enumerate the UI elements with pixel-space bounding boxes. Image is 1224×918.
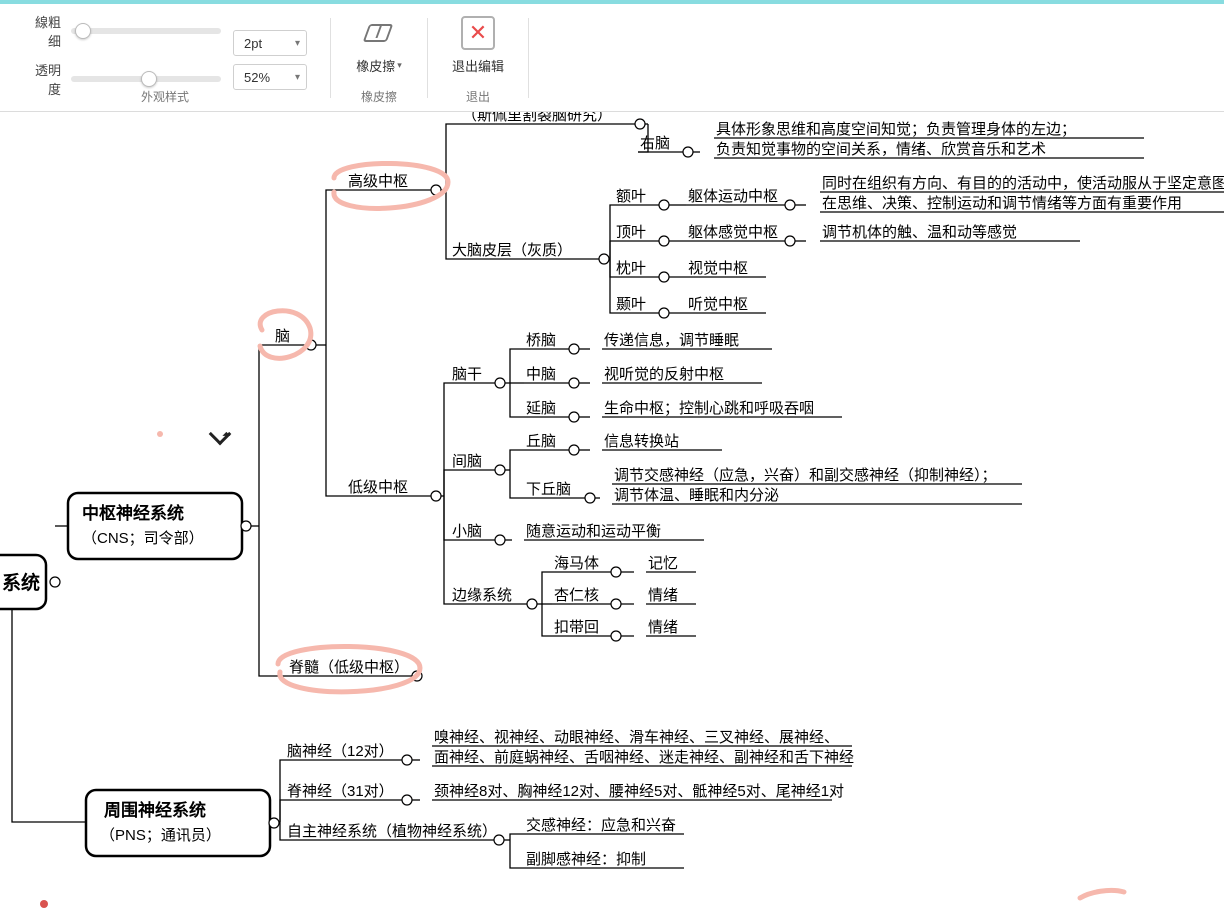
mindmap-node-e3[interactable]: 枕叶 [616, 260, 646, 277]
mindmap-node-ng[interactable]: 脑干 [452, 366, 482, 383]
group-appearance: 線粗细 透明度 2pt ▾ 52% [0, 4, 330, 111]
mindmap-node-by1b[interactable]: 记忆 [648, 555, 678, 572]
cns-subtitle: （CNS；司令部） [82, 530, 204, 547]
mindmap-svg: 系统 中枢神经系统 （CNS；司令部） 周围神经系统 （PNS；通讯员） 高级中枢脑低级中… [0, 112, 1224, 918]
group-exit-label: 退出 [428, 88, 528, 105]
mindmap-node-jn2[interactable]: 下丘脑 [526, 481, 571, 498]
mindmap-node-e1b[interactable]: 躯体运动中枢 [688, 188, 778, 205]
chevron-down-icon: ▾ [295, 38, 300, 49]
mindmap-node-nao[interactable]: 脑 [275, 328, 290, 345]
mindmap-canvas[interactable]: 系统 中枢神经系统 （CNS；司令部） 周围神经系统 （PNS；通讯员） 高级中枢脑低级中… [0, 112, 1224, 918]
eraser-label: 橡皮擦 [356, 56, 395, 75]
pns-subtitle: （PNS；通讯员） [100, 827, 221, 844]
group-appearance-label: 外观样式 [0, 88, 330, 105]
mindmap-node-p3[interactable]: 自主神经系统（植物神经系统） [287, 823, 497, 840]
mindmap-node-e4[interactable]: 颞叶 [616, 296, 646, 313]
mindmap-node-ng1b[interactable]: 传递信息，调节睡眠 [604, 332, 739, 349]
mindmap-node-gjzs[interactable]: 高级中枢 [348, 173, 408, 190]
cns-title: 中枢神经系统 [82, 503, 184, 523]
mindmap-node-jn1[interactable]: 丘脑 [526, 433, 556, 450]
mindmap-node-by2b[interactable]: 情绪 [648, 587, 678, 604]
mindmap-node-jn2b1[interactable]: 调节交感神经（应急，兴奋）和副交感神经（抑制神经）； [614, 466, 997, 484]
thickness-label: 線粗细 [23, 12, 61, 50]
mindmap-node-p1b2[interactable]: 面神经、前庭蜗神经、舌咽神经、迷走神经、副神经和舌下神经 [434, 749, 854, 766]
group-eraser-label: 橡皮擦 [331, 88, 427, 105]
eraser-button[interactable]: 橡皮擦 ▾ [356, 12, 402, 75]
mindmap-node-ng3[interactable]: 延脑 [526, 400, 556, 417]
mindmap-node-e4b[interactable]: 听觉中枢 [688, 296, 748, 313]
thickness-slider[interactable] [71, 28, 221, 34]
mindmap-node-djzs[interactable]: 低级中枢 [348, 479, 408, 496]
mindmap-node-xn[interactable]: 小脑 [452, 523, 482, 540]
mindmap-node-y_desc2[interactable]: 负责知觉事物的空间关系，情绪、欣赏音乐和艺术 [716, 141, 1046, 158]
close-icon: ✕ [461, 16, 495, 50]
mindmap-node-by[interactable]: 边缘系统 [452, 587, 512, 604]
thickness-value: 2pt [244, 36, 262, 51]
mindmap-node-ynao[interactable]: 右脑 [640, 135, 670, 152]
mindmap-node-dnpz[interactable]: 大脑皮层（灰质） [452, 242, 572, 259]
mindmap-node-by2[interactable]: 杏仁核 [554, 587, 599, 604]
toolbar-divider [528, 18, 529, 98]
mindmap-node-e1c1[interactable]: 同时在组织有方向、有目的的活动中，使活动服从于坚定意图和动 [822, 174, 1224, 192]
mindmap-node-jis[interactable]: 脊髓（低级中枢） [289, 659, 409, 676]
chevron-down-icon: ▾ [295, 72, 300, 83]
chevron-down-icon: ▾ [397, 60, 402, 71]
pns-title: 周围神经系统 [104, 800, 206, 820]
mindmap-node-e3b[interactable]: 视觉中枢 [688, 260, 748, 277]
mindmap-node-p1[interactable]: 脑神经（12对） [287, 743, 394, 760]
mindmap-node-by3b[interactable]: 情绪 [648, 619, 678, 636]
mindmap-node-e2b[interactable]: 躯体感觉中枢 [688, 224, 778, 241]
mindmap-node-e2[interactable]: 顶叶 [616, 224, 646, 241]
toolbar: 線粗细 透明度 2pt ▾ 52% [0, 0, 1224, 112]
mindmap-node-p1b1[interactable]: 嗅神经、视神经、动眼神经、滑车神经、三叉神经、展神经、 [434, 729, 839, 746]
mindmap-node-jn[interactable]: 间脑 [452, 453, 482, 470]
mindmap-node-ng2b[interactable]: 视听觉的反射中枢 [604, 366, 724, 383]
eraser-icon [362, 16, 396, 50]
mindmap-node-spl[interactable]: （斯佩里割裂脑研究） [462, 112, 612, 124]
mindmap-node-p3a[interactable]: 交感神经：应急和兴奋 [526, 816, 676, 834]
mindmap-node-ng2[interactable]: 中脑 [526, 366, 556, 383]
mindmap-node-y_desc1[interactable]: 具体形象思维和高度空间知觉；负责管理身体的左边； [716, 121, 1076, 138]
mindmap-node-by1[interactable]: 海马体 [554, 555, 599, 572]
mindmap-node-e2c[interactable]: 调节机体的触、温和动等感觉 [822, 223, 1017, 241]
mindmap-node-e1c2[interactable]: 在思维、决策、控制运动和调节情绪等方面有重要作用 [822, 194, 1182, 212]
mindmap-node-e1[interactable]: 额叶 [616, 188, 646, 205]
opacity-slider[interactable] [71, 76, 221, 82]
mindmap-node-jn1b[interactable]: 信息转换站 [604, 433, 679, 450]
mindmap-node-ng1[interactable]: 桥脑 [526, 332, 556, 349]
mindmap-node-ng3b[interactable]: 生命中枢；控制心跳和呼吸吞咽 [604, 399, 814, 417]
mindmap-node-xnb[interactable]: 随意运动和运动平衡 [526, 522, 661, 540]
opacity-combo[interactable]: 52% ▾ [233, 64, 307, 90]
mindmap-node-p3b[interactable]: 副脚感神经：抑制 [526, 851, 646, 868]
group-eraser: 橡皮擦 ▾ 橡皮擦 [331, 4, 427, 111]
group-exit: ✕ 退出编辑 退出 [428, 4, 528, 111]
exit-label: 退出编辑 [452, 56, 504, 75]
mindmap-node-by3[interactable]: 扣带回 [554, 619, 599, 636]
root-node-text: 系统 [2, 571, 40, 594]
mindmap-node-jn2b2[interactable]: 调节体温、睡眠和内分泌 [614, 487, 779, 504]
mindmap-node-p2b[interactable]: 颈神经8对、胸神经12对、腰神经5对、骶神经5对、尾神经1对 [434, 783, 844, 800]
opacity-value: 52% [244, 70, 270, 85]
mindmap-node-p2[interactable]: 脊神经（31对） [287, 783, 394, 800]
exit-edit-button[interactable]: ✕ 退出编辑 [452, 12, 504, 75]
thickness-combo[interactable]: 2pt ▾ [233, 30, 307, 56]
